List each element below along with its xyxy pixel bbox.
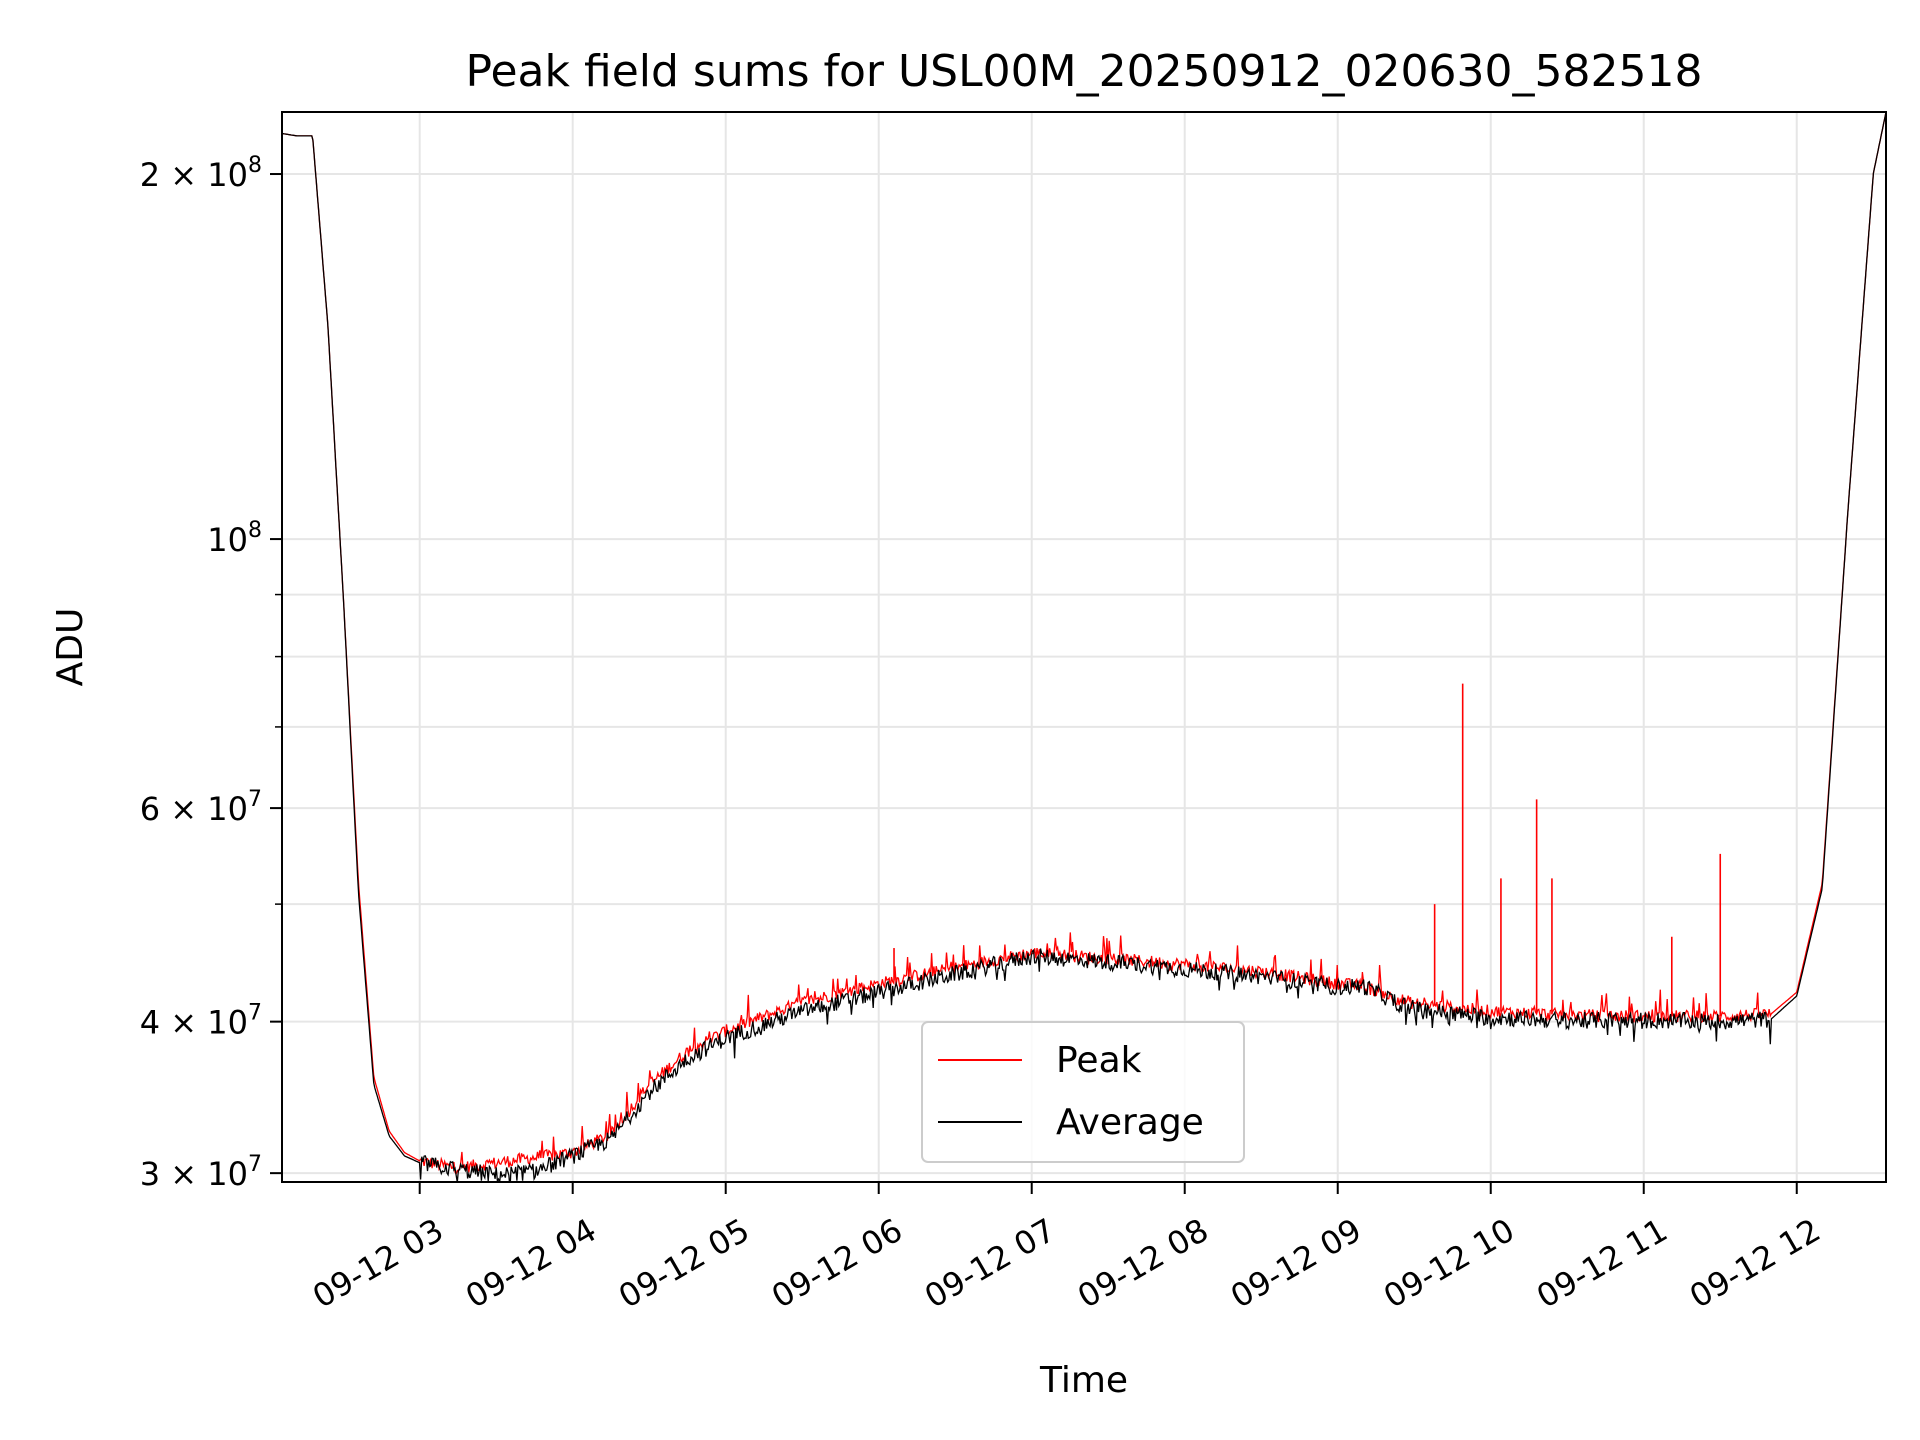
legend-label-peak: Peak: [1056, 1040, 1142, 1081]
legend-label-average: Average: [1056, 1102, 1204, 1143]
y-tick-label: 2 × 108: [140, 153, 262, 194]
plot-area: [282, 112, 1886, 1182]
plot-frame: [281, 111, 1887, 1183]
grid: [282, 112, 1886, 1182]
series-line-average: [282, 112, 1886, 1182]
chart-title: Peak field sums for USL00M_20250912_0206…: [466, 46, 1703, 97]
x-axis-title: Time: [1039, 1360, 1128, 1401]
y-tick-label: 108: [207, 518, 262, 559]
legend: Peak Average: [921, 1021, 1245, 1163]
y-tick-label: 4 × 107: [140, 1001, 262, 1042]
y-tick-label: 6 × 107: [140, 787, 262, 828]
y-axis-title: ADU: [50, 608, 91, 687]
y-axis: 3 × 107 4 × 107 6 × 107 108 2 × 108: [140, 153, 282, 1193]
series-line-peak: [282, 112, 1886, 1176]
legend-box: [921, 1021, 1245, 1163]
y-tick-label: 3 × 107: [140, 1152, 262, 1193]
